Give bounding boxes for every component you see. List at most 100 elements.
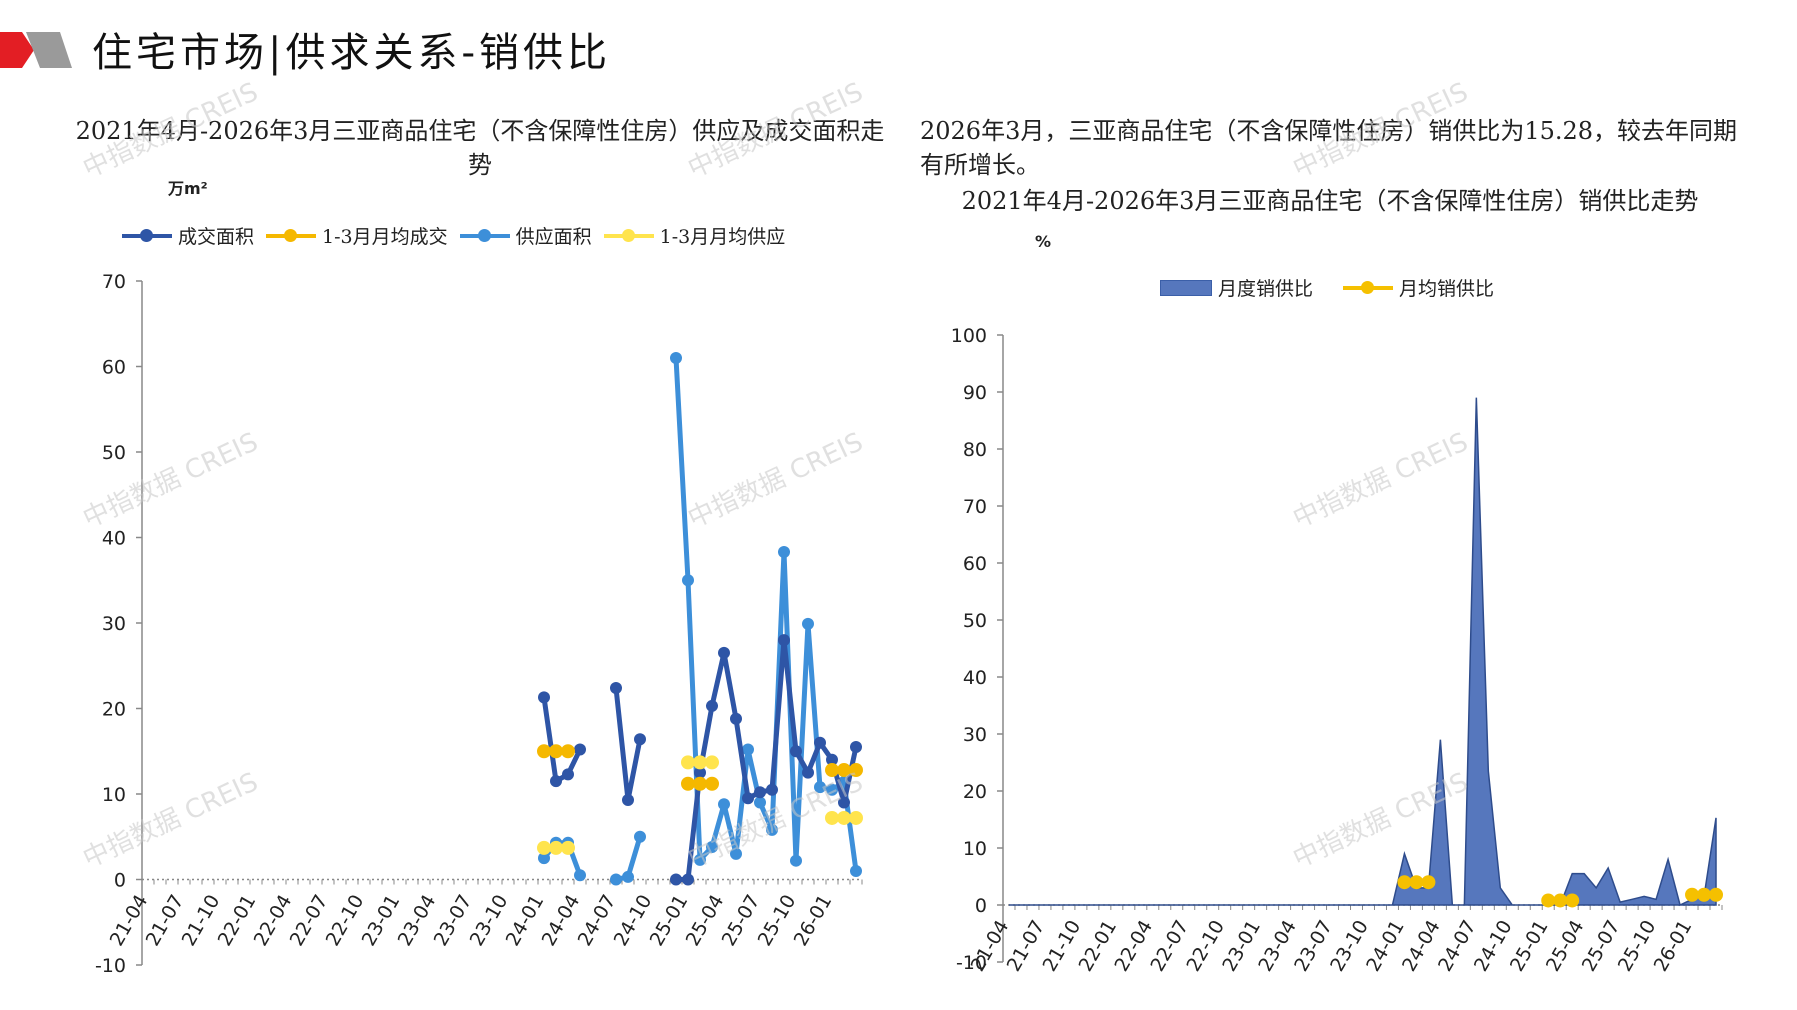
legend-swatch-avg-deal: [266, 228, 317, 242]
avg-marker: [849, 810, 863, 825]
data-point: [802, 617, 814, 630]
legend-label-supply: 供应面积: [515, 226, 592, 248]
avg-marker: [693, 755, 707, 770]
data-point: [622, 870, 634, 883]
legend-item-avg-ratio: 月均销供比: [1343, 274, 1494, 301]
y-tick-label: 60: [102, 357, 126, 379]
data-point: [790, 854, 802, 867]
avg-marker: [549, 744, 563, 759]
data-point: [754, 786, 766, 799]
y-tick-label: 60: [963, 553, 987, 575]
data-point: [574, 743, 586, 756]
avg-marker: [1565, 893, 1580, 908]
right-legend: 月度销供比 月均销供比: [1160, 274, 1506, 301]
data-point: [634, 830, 646, 843]
legend-swatch-deal: [122, 228, 172, 242]
legend-swatch-monthly-ratio: [1160, 279, 1212, 296]
avg-marker: [537, 744, 551, 759]
data-point: [850, 864, 862, 877]
legend-label-monthly-ratio: 月度销供比: [1218, 278, 1314, 300]
data-point: [538, 852, 550, 865]
y-tick-label: 80: [963, 439, 987, 461]
brand-logo-icon: [0, 32, 72, 68]
avg-marker: [705, 755, 719, 770]
legend-swatch-avg-supply: [603, 228, 654, 242]
y-tick-label: 40: [963, 667, 987, 689]
y-tick-label: -10: [95, 955, 126, 977]
series-line: [541, 694, 583, 784]
data-point: [742, 792, 754, 805]
avg-marker: [1397, 875, 1412, 890]
y-tick-label: 50: [102, 442, 126, 464]
y-tick-label: 10: [963, 838, 987, 860]
y-tick-label: 30: [102, 613, 126, 635]
avg-marker: [1685, 887, 1700, 902]
data-point: [538, 691, 550, 704]
y-tick-label: 0: [975, 895, 987, 917]
legend-label-avg-deal: 1-3月月均成交: [322, 226, 448, 248]
data-point: [742, 743, 754, 756]
data-point: [574, 869, 586, 882]
y-tick-label: 30: [963, 724, 987, 746]
left-legend: 成交面积 1-3月月均成交 供应面积 1-3月月均供应: [122, 222, 797, 249]
data-point: [718, 798, 730, 811]
avg-marker: [837, 810, 851, 825]
y-tick-label: 20: [963, 781, 987, 803]
avg-marker: [837, 763, 851, 778]
right-chart-title: 2021年4月-2026年3月三亚商品住宅（不含保障性住房）销供比走势: [961, 187, 1699, 215]
data-point: [778, 634, 790, 647]
legend-item-avg-deal: 1-3月月均成交: [266, 222, 448, 249]
data-point: [682, 873, 694, 886]
avg-marker: [1553, 893, 1568, 908]
data-point: [718, 646, 730, 659]
data-point: [634, 733, 646, 746]
data-point: [838, 796, 850, 809]
data-point: [670, 351, 682, 364]
data-point: [790, 745, 802, 758]
y-tick-label: 20: [102, 699, 126, 721]
area-series: [1008, 397, 1717, 907]
data-point: [754, 796, 766, 809]
legend-item-avg-supply: 1-3月月均供应: [603, 222, 786, 249]
legend-item-monthly-ratio: 月度销供比: [1160, 274, 1313, 301]
y-tick-label: 100: [951, 325, 987, 347]
data-point: [766, 823, 778, 836]
legend-label-avg-supply: 1-3月月均供应: [659, 226, 786, 248]
data-point: [706, 699, 718, 712]
avg-marker: [705, 776, 719, 791]
y-tick-label: -10: [956, 952, 987, 974]
series-line: [673, 637, 859, 882]
data-point: [706, 841, 718, 854]
avg-marker: [849, 763, 863, 778]
avg-marker: [825, 810, 839, 825]
data-point: [730, 847, 742, 860]
data-point: [814, 781, 826, 794]
right-description: 2026年3月，三亚商品住宅（不含保障性住房）销供比为15.28，较去年同期有所…: [920, 117, 1738, 179]
data-point: [550, 775, 562, 788]
legend-label-deal: 成交面积: [178, 226, 255, 248]
data-point: [730, 712, 742, 725]
data-point: [778, 546, 790, 559]
avg-marker: [1709, 887, 1724, 902]
data-point: [814, 736, 826, 749]
avg-marker: [825, 763, 839, 778]
data-point: [610, 873, 622, 886]
y-tick-label: 70: [102, 271, 126, 293]
avg-marker: [561, 744, 575, 759]
avg-marker: [1541, 893, 1556, 908]
left-chart-title: 2021年4月-2026年3月三亚商品住宅（不含保障性住房）供应及成交面积走势: [75, 117, 885, 179]
data-point: [622, 793, 634, 806]
avg-marker: [1421, 875, 1436, 890]
data-point: [766, 783, 778, 796]
data-point: [802, 766, 814, 779]
avg-marker: [693, 776, 707, 791]
data-point: [694, 766, 706, 779]
avg-marker: [681, 776, 695, 791]
page-title: 住宅市场|供求关系-销供比: [92, 30, 611, 76]
data-point: [562, 768, 574, 781]
y-tick-label: 70: [963, 496, 987, 518]
data-point: [682, 574, 694, 587]
left-unit-label: 万m²: [168, 179, 208, 198]
legend-item-supply: 供应面积: [459, 222, 592, 249]
